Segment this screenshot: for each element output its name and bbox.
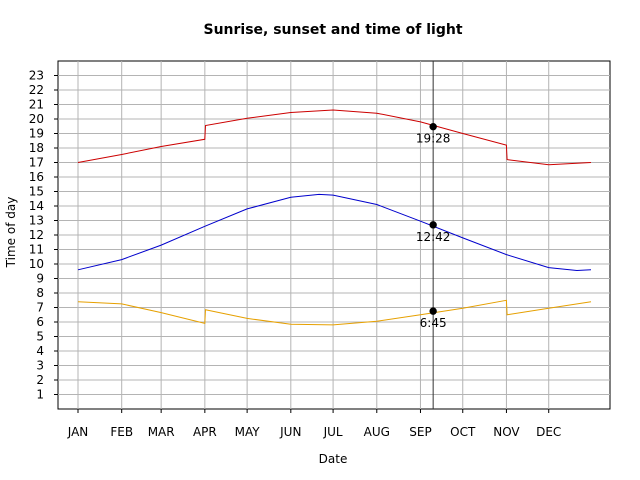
x-tick-label: MAY bbox=[235, 425, 261, 439]
x-tick-label: MAR bbox=[148, 425, 175, 439]
y-tick-label: 18 bbox=[29, 141, 44, 155]
y-tick-label: 16 bbox=[29, 170, 44, 184]
marker-value-label: 19:28 bbox=[416, 132, 451, 146]
marker-point[interactable] bbox=[429, 122, 437, 131]
y-tick-label: 11 bbox=[29, 243, 44, 257]
x-tick-label: SEP bbox=[409, 425, 431, 439]
marker-value-label: 6:45 bbox=[420, 316, 447, 330]
x-tick-label: APR bbox=[193, 425, 217, 439]
y-tick-label: 2 bbox=[36, 373, 44, 387]
noon-line bbox=[77, 193, 592, 272]
x-tick-label: JUN bbox=[279, 425, 301, 439]
annotations: 19:28 12:42 6:45 bbox=[416, 122, 451, 330]
y-tick-label: 19 bbox=[29, 127, 44, 141]
y-axis-label: Time of day bbox=[4, 197, 18, 269]
marker-point[interactable] bbox=[429, 307, 437, 315]
y-tick-label: 17 bbox=[29, 156, 44, 170]
y-tick-label: 4 bbox=[36, 344, 44, 358]
y-tick-label: 21 bbox=[29, 98, 44, 112]
y-tick-label: 22 bbox=[29, 83, 44, 97]
y-tick-label: 7 bbox=[36, 301, 44, 315]
grid bbox=[58, 61, 610, 409]
y-tick-label: 9 bbox=[36, 272, 44, 286]
x-axis-label: Date bbox=[319, 452, 348, 466]
y-tick-label: 10 bbox=[29, 257, 44, 271]
y-tick-label: 3 bbox=[36, 359, 44, 373]
x-tick-label: DEC bbox=[536, 425, 561, 439]
y-tick-label: 1 bbox=[36, 388, 44, 402]
y-tick-label: 20 bbox=[29, 112, 44, 126]
chart-title: Sunrise, sunset and time of light bbox=[203, 22, 462, 38]
series bbox=[77, 109, 592, 326]
marker-value-label: 12:42 bbox=[416, 230, 451, 244]
sunrise-line bbox=[77, 299, 592, 326]
y-tick-label: 12 bbox=[29, 228, 44, 242]
x-axis-ticks: JAN FEB MAR APR MAY JUN JUL AUG SEP OCT NOV DEC bbox=[67, 409, 561, 439]
y-tick-label: 14 bbox=[29, 199, 44, 213]
x-tick-label: NOV bbox=[493, 425, 520, 439]
y-tick-label: 6 bbox=[36, 315, 44, 329]
x-tick-label: OCT bbox=[450, 425, 476, 439]
y-tick-label: 8 bbox=[36, 286, 44, 300]
y-tick-label: 23 bbox=[29, 69, 44, 83]
y-tick-label: 15 bbox=[29, 185, 44, 199]
x-tick-label: JUL bbox=[323, 425, 343, 439]
y-tick-label: 13 bbox=[29, 214, 44, 228]
x-tick-label: AUG bbox=[364, 425, 390, 439]
y-tick-label: 5 bbox=[36, 330, 44, 344]
x-tick-label: FEB bbox=[110, 425, 133, 439]
marker-point[interactable] bbox=[429, 221, 437, 229]
sunset-line bbox=[77, 109, 592, 166]
x-tick-label: JAN bbox=[67, 425, 89, 439]
